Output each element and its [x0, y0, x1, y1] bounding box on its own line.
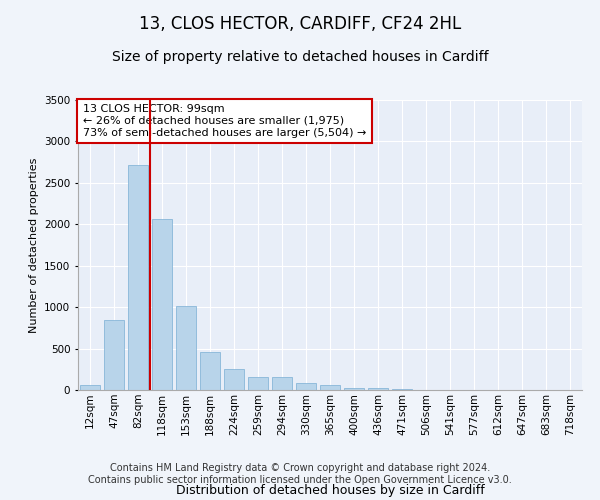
- Bar: [368, 388, 388, 390]
- Text: Contains HM Land Registry data © Crown copyright and database right 2024.
Contai: Contains HM Land Registry data © Crown c…: [88, 464, 512, 485]
- Bar: [296, 384, 316, 390]
- Bar: [80, 385, 100, 390]
- Bar: [104, 320, 124, 390]
- Bar: [224, 370, 244, 390]
- Bar: [176, 306, 196, 390]
- Text: 13, CLOS HECTOR, CARDIFF, CF24 2HL: 13, CLOS HECTOR, CARDIFF, CF24 2HL: [139, 15, 461, 33]
- Y-axis label: Number of detached properties: Number of detached properties: [29, 158, 38, 332]
- Bar: [344, 388, 364, 390]
- Bar: [152, 220, 172, 390]
- X-axis label: Distribution of detached houses by size in Cardiff: Distribution of detached houses by size …: [176, 484, 484, 496]
- Bar: [320, 385, 340, 390]
- Bar: [392, 389, 412, 390]
- Bar: [128, 164, 148, 390]
- Text: 13 CLOS HECTOR: 99sqm
← 26% of detached houses are smaller (1,975)
73% of semi-d: 13 CLOS HECTOR: 99sqm ← 26% of detached …: [83, 104, 367, 138]
- Text: Size of property relative to detached houses in Cardiff: Size of property relative to detached ho…: [112, 50, 488, 64]
- Bar: [272, 377, 292, 390]
- Bar: [200, 352, 220, 390]
- Bar: [248, 377, 268, 390]
